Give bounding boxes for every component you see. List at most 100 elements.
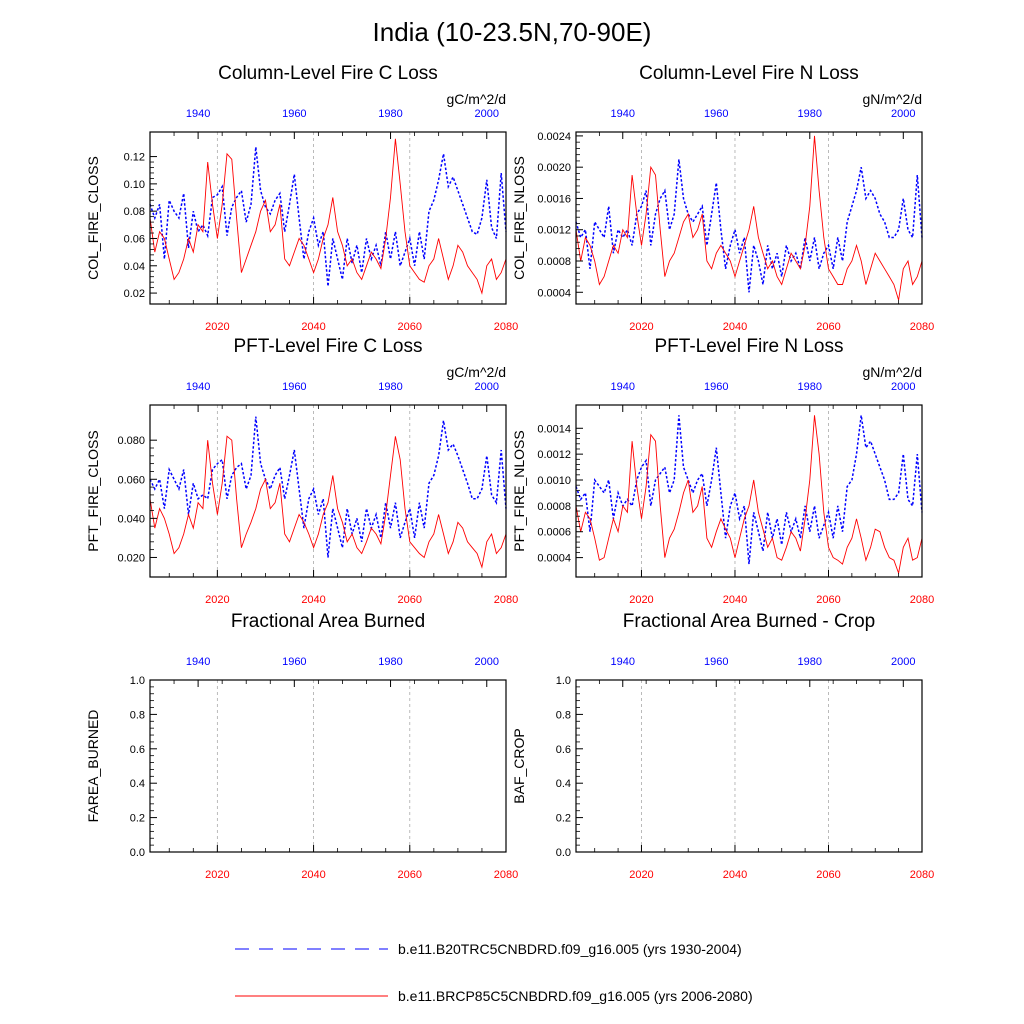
y-tick-label: 0.0020 [537,162,571,174]
x-bottom-tick-label: 2040 [301,321,325,333]
x-bottom-tick-label: 2020 [205,594,229,606]
chart-title: PFT-Level Fire N Loss [655,336,844,357]
x-bottom-tick-label: 2080 [494,869,518,881]
y-axis-label: PFT_FIRE_CLOSS [85,430,101,551]
plot-frame [149,131,507,305]
y-tick-label: 0.6 [130,744,145,756]
x-top-tick-label: 1980 [378,656,402,668]
y-tick-label: 0.04 [124,261,145,273]
x-top-tick-label: 1940 [186,108,210,120]
x-top-tick-label: 1960 [282,108,306,120]
y-tick-label: 0.6 [556,744,571,756]
y-tick-label: 0.0010 [537,475,571,487]
x-top-tick-label: 2000 [891,656,915,668]
y-tick-label: 0.0012 [537,449,571,461]
chart-panel-5: Fractional Area Burned FAREA_BURNED 0.0 0.2… [85,611,518,881]
series-line-historical [575,415,923,565]
y-tick-label: 0.0024 [537,131,571,143]
x-bottom-tick-label: 2060 [816,594,840,606]
x-top-tick-label: 1980 [378,108,402,120]
x-bottom-tick-label: 2080 [910,869,934,881]
x-top-tick-label: 1980 [798,381,822,393]
y-axis-label: FAREA_BURNED [85,710,101,823]
series-line-rcp85 [149,435,507,569]
x-bottom-tick-label: 2080 [910,321,934,333]
y-tick-label: 0.02 [124,288,145,300]
x-top-tick-label: 1960 [282,656,306,668]
y-tick-label: 1.0 [556,675,571,687]
units-label: gC/m^2/d [447,364,506,380]
plot-frame [149,404,507,578]
series-line-rcp85 [575,415,923,575]
chart-title: Column-Level Fire C Loss [218,63,438,84]
chart-title: Fractional Area Burned [231,611,425,632]
chart-panel-4: PFT-Level Fire N Loss gN/m^2/d PFT_FIRE_NL… [511,336,934,606]
chart-panel-1: Column-Level Fire C Loss gC/m^2/d COL_FIRE… [85,63,518,333]
y-tick-label: 0.8 [556,709,571,721]
x-top-tick-label: 1940 [611,656,635,668]
x-bottom-tick-label: 2060 [816,321,840,333]
x-bottom-tick-label: 2020 [629,869,653,881]
x-top-tick-label: 1960 [704,656,728,668]
figure-title: India (10-23.5N,70-90E) [373,17,652,47]
y-tick-label: 0.08 [124,206,145,218]
y-tick-label: 0.4 [130,778,145,790]
x-top-tick-label: 2000 [891,381,915,393]
units-label: gN/m^2/d [863,91,922,107]
x-bottom-tick-label: 2040 [723,594,747,606]
y-tick-label: 0.020 [117,552,145,564]
series-line-historical [149,416,507,558]
x-bottom-tick-label: 2040 [723,321,747,333]
x-top-tick-label: 1980 [798,656,822,668]
x-bottom-tick-label: 2060 [398,869,422,881]
x-bottom-tick-label: 2040 [301,594,325,606]
chart-title: Fractional Area Burned - Crop [623,611,875,632]
chart-title: Column-Level Fire N Loss [639,63,859,84]
x-bottom-tick-label: 2020 [205,321,229,333]
y-tick-label: 0.4 [556,778,571,790]
x-bottom-tick-label: 2060 [816,869,840,881]
y-tick-label: 0.0008 [537,501,571,513]
x-top-tick-label: 1940 [186,656,210,668]
x-top-tick-label: 1940 [611,108,635,120]
y-axis-label: COL_FIRE_CLOSS [85,156,101,280]
units-label: gN/m^2/d [863,364,922,380]
y-tick-label: 0.8 [130,709,145,721]
x-top-tick-label: 1940 [611,381,635,393]
y-tick-label: 0.0012 [537,225,571,237]
x-top-tick-label: 1980 [798,108,822,120]
y-tick-label: 0.040 [117,513,145,525]
x-bottom-tick-label: 2080 [910,594,934,606]
x-top-tick-label: 2000 [891,108,915,120]
x-bottom-tick-label: 2040 [723,869,747,881]
chart-panel-3: PFT-Level Fire C Loss gC/m^2/d PFT_FIRE_CL… [85,336,518,606]
y-tick-label: 0.0008 [537,256,571,268]
plot-frame [149,679,507,853]
plot-frame [575,404,923,578]
legend-label: b.e11.BRCP85C5CNBDRD.f09_g16.005 (yrs 20… [398,988,753,1004]
x-bottom-tick-label: 2020 [629,594,653,606]
series-line-historical [575,159,923,293]
x-bottom-tick-label: 2020 [205,869,229,881]
y-axis-label: PFT_FIRE_NLOSS [511,430,527,551]
y-tick-label: 0.0004 [537,287,571,299]
y-tick-label: 0.10 [124,179,145,191]
y-axis-label: BAF_CROP [511,728,527,803]
x-top-tick-label: 2000 [475,381,499,393]
x-top-tick-label: 2000 [475,656,499,668]
y-tick-label: 0.06 [124,233,145,245]
y-axis-label: COL_FIRE_NLOSS [511,156,527,280]
x-top-tick-label: 1980 [378,381,402,393]
y-tick-label: 1.0 [130,675,145,687]
y-tick-label: 0.0016 [537,193,571,205]
series-line-rcp85 [149,138,507,295]
chart-title: PFT-Level Fire C Loss [234,336,423,357]
x-top-tick-label: 1960 [704,381,728,393]
legend: b.e11.B20TRC5CNBDRD.f09_g16.005 (yrs 193… [235,941,753,1004]
units-label: gC/m^2/d [447,91,506,107]
plot-frame [575,131,923,305]
series-line-rcp85 [575,135,923,301]
y-tick-label: 0.080 [117,435,145,447]
